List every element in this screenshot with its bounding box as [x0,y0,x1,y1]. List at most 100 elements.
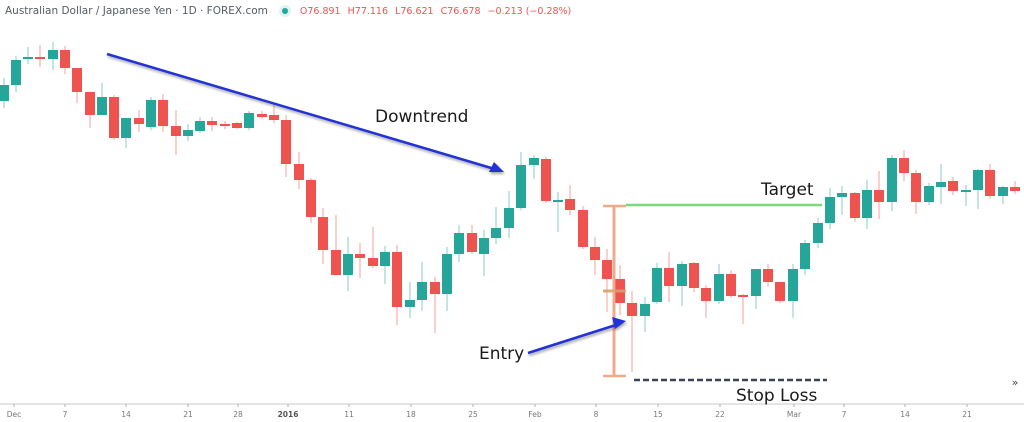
candle [504,191,514,238]
candle [72,68,82,103]
candle [220,121,230,129]
candle [640,297,650,332]
candle [775,282,785,303]
candle [738,294,748,324]
x-tick-label: 14 [121,410,131,419]
candle [924,183,934,205]
x-tick-label: 21 [183,410,193,419]
candle [134,110,144,132]
candle [961,185,971,206]
entry-label: Entry [479,344,525,364]
x-tick-label: 22 [715,410,725,419]
candle [627,291,637,372]
candle [726,270,736,298]
candle [430,277,440,333]
candle [281,115,291,177]
chart-legend: Australian Dollar / Japanese Yen · 1D · … [5,2,575,20]
target-label: Target [761,180,814,200]
candle [602,249,612,312]
candle [183,124,193,141]
candle [578,206,588,249]
candle [689,262,699,292]
stop-loss-label: Stop Loss [736,386,818,406]
candle [813,218,823,248]
candle [899,150,909,181]
candle [553,192,563,232]
downtrend-arrow [106,52,504,172]
candle [565,185,575,215]
candle [948,177,958,195]
x-tick-label: Feb [528,410,542,419]
candle [331,215,341,275]
candle [911,170,921,214]
candle [35,45,45,67]
candle [516,152,526,210]
candle [109,95,119,140]
x-tick-label: 14 [900,410,910,419]
candle [800,240,810,275]
candle [121,118,131,148]
candle [171,110,181,155]
x-tick-label: 2016 [277,410,299,419]
candle [862,180,872,229]
candle [664,252,674,302]
candle [306,178,316,223]
candle [158,94,168,132]
downtrend-label: Downtrend [375,107,469,127]
candle [973,169,983,209]
x-tick-label: 15 [653,410,663,419]
x-tick-label: 25 [468,410,478,419]
candle [788,264,798,318]
candle [23,47,33,64]
candle [11,56,21,92]
open-value: O76.891 [299,5,341,17]
candle [677,261,687,306]
candle [714,264,724,304]
x-tick-label: Dec [6,410,22,419]
candle [368,227,378,268]
candle [652,263,662,304]
ohlc-values: O76.891 H77.116 L76.621 C76.678 −0.213 (… [300,6,575,17]
x-tick-label: 7 [841,410,847,419]
candle [257,111,267,119]
market-status-icon [281,8,288,14]
candle [850,192,860,222]
candle [874,171,884,219]
symbol-title: Australian Dollar / Japanese Yen · 1D · … [5,5,268,17]
candle [392,245,402,325]
x-tick-label: 18 [406,410,416,419]
high-value: H77.116 [347,5,389,17]
candle [195,117,205,133]
candle [405,282,415,318]
change-value: −0.213 (−0.28%) [487,5,572,17]
candle [269,105,279,123]
candle [763,264,773,287]
candle [343,237,353,291]
candle [590,237,600,275]
risk-reward-bracket [603,204,626,378]
candle [998,186,1008,204]
candle [751,269,761,309]
x-tick-label: 8 [593,410,599,419]
candle [318,208,328,264]
scroll-to-realtime-button[interactable]: » [1011,376,1019,389]
candle [985,164,995,199]
annotations-layer [106,52,827,382]
candle [48,42,58,70]
entry-arrow [527,317,626,355]
x-tick-label: Mar [786,410,802,419]
candle [0,78,9,108]
candles-layer [0,42,1020,372]
candle [85,92,95,128]
candle [887,155,897,211]
candle [837,186,847,215]
x-axis-ticks [13,404,968,407]
candle [417,262,427,311]
candle [467,225,477,254]
candle [97,83,107,115]
candle [442,247,452,311]
candle [244,111,254,130]
x-tick-label: 11 [344,410,354,419]
candle [1010,181,1020,194]
